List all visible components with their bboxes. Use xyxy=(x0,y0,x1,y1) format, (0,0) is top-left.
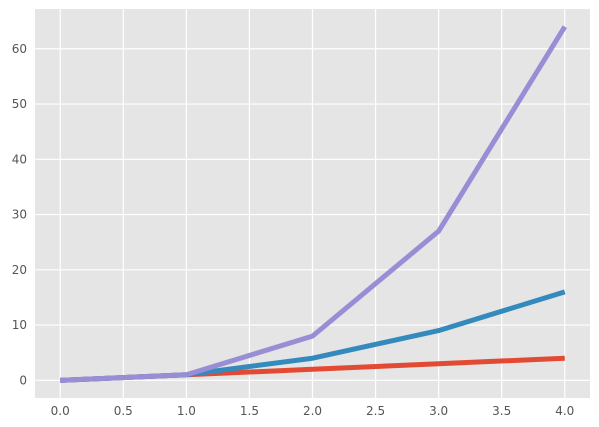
y-tick-label: 30 xyxy=(12,208,27,222)
x-tick-label: 3.0 xyxy=(429,404,448,418)
x-tick-label: 1.0 xyxy=(177,404,196,418)
x-tick-label: 4.0 xyxy=(555,404,574,418)
x-tick-label: 0.0 xyxy=(51,404,70,418)
x-tick-label: 2.0 xyxy=(303,404,322,418)
y-tick-label: 20 xyxy=(12,263,27,277)
y-tick-label: 10 xyxy=(12,318,27,332)
y-tick-label: 60 xyxy=(12,42,27,56)
y-tick-label: 40 xyxy=(12,152,27,166)
x-tick-label: 2.5 xyxy=(366,404,385,418)
x-tick-label: 0.5 xyxy=(114,404,133,418)
series-group xyxy=(60,25,567,383)
grid xyxy=(35,9,590,398)
x-tick-label: 1.5 xyxy=(240,404,259,418)
x-tick-label: 3.5 xyxy=(492,404,511,418)
y-tick-label: 50 xyxy=(12,97,27,111)
series-line-3 xyxy=(60,25,567,383)
x-axis: 0.0 0.5 1.0 1.5 2.0 2.5 3.0 3.5 4.0 xyxy=(51,404,575,418)
y-axis: 0 10 20 30 40 50 60 xyxy=(12,42,27,388)
y-tick-label: 0 xyxy=(19,373,27,387)
